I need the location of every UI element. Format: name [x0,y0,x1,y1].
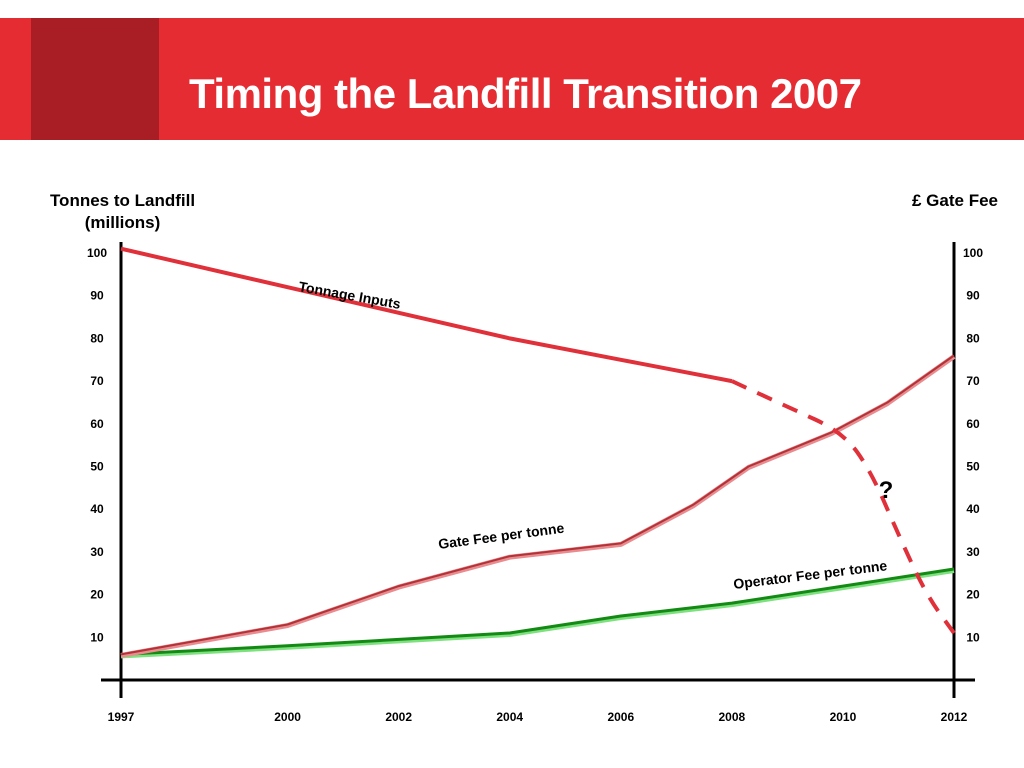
x-tick-label: 2012 [941,710,968,724]
x-tick-label: 2004 [496,710,523,724]
left-axis-title: Tonnes to Landfill (millions) [49,191,196,232]
right-y-tick-label: 50 [966,460,980,474]
x-tick-label: 1997 [108,710,135,724]
gate-fee-label: Gate Fee per tonne [437,520,565,552]
right-y-tick-label: 40 [966,502,980,516]
left-y-tick-label: 10 [90,630,104,644]
gate-fee-line [120,354,955,656]
title-banner [0,18,1024,140]
right-y-tick-label: 80 [966,331,980,345]
tonnage-projection-line [731,379,956,635]
operator-fee-line-shadow [120,569,955,659]
left-y-tick-label: 70 [90,374,104,388]
left-y-tick-label: 90 [90,289,104,303]
right-y-tick-label: 20 [966,588,980,602]
left-y-tick-label: 100 [87,246,107,260]
operator-fee-line [120,567,955,656]
left-y-tick-label: 40 [90,502,104,516]
left-y-tick-label: 20 [90,588,104,602]
x-tick-label: 2002 [385,710,412,724]
banner-accent-block [31,18,159,140]
question-mark-annotation: ? [879,477,894,504]
left-y-tick-label: 60 [90,417,104,431]
x-tick-label: 2006 [607,710,634,724]
right-y-tick-label: 100 [963,246,983,260]
tonnage-line [120,246,733,384]
gate-fee-line-shadow [120,354,956,658]
tonnage-inputs-label: Tonnage Inputs [297,278,402,312]
right-y-tick-label: 10 [966,630,980,644]
left-y-tick-label: 50 [90,460,104,474]
x-tick-label: 2000 [274,710,301,724]
x-tick-label: 2008 [719,710,746,724]
left-y-tick-label: 80 [90,331,104,345]
slide-title: Timing the Landfill Transition 2007 [189,70,862,117]
right-axis-title: £ Gate Fee [912,191,998,210]
right-y-tick-label: 30 [966,545,980,559]
right-y-tick-label: 90 [966,289,980,303]
left-y-tick-label: 30 [90,545,104,559]
operator-fee-label: Operator Fee per tonne [732,557,888,592]
right-y-tick-label: 60 [966,417,980,431]
right-y-tick-label: 70 [966,374,980,388]
x-tick-label: 2010 [830,710,857,724]
